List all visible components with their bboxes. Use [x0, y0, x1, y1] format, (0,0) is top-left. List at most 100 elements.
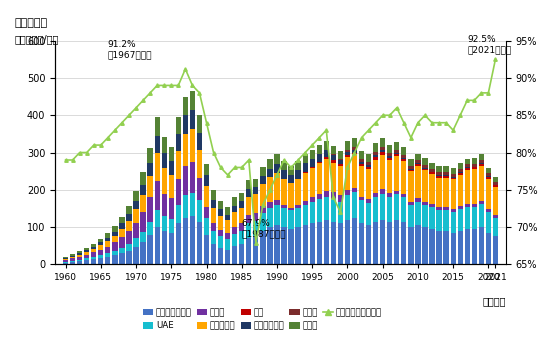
Bar	[175, 179, 181, 205]
Bar	[352, 150, 357, 153]
Bar	[366, 162, 371, 165]
Bar	[91, 259, 96, 264]
Bar	[225, 239, 230, 250]
Bar	[105, 246, 111, 253]
Bar	[387, 158, 392, 160]
Bar	[302, 163, 308, 172]
Bar	[422, 170, 427, 202]
Bar	[274, 154, 279, 164]
Bar	[63, 262, 68, 264]
Bar	[486, 209, 491, 212]
Bar	[394, 194, 399, 220]
Bar	[105, 233, 111, 238]
Bar	[373, 197, 378, 222]
Bar	[415, 202, 421, 225]
Text: （年度）: （年度）	[482, 296, 506, 306]
Bar	[443, 210, 449, 231]
Bar	[394, 153, 399, 155]
Bar	[119, 229, 125, 237]
Bar	[232, 234, 238, 246]
Bar	[486, 174, 491, 176]
Bar	[401, 222, 406, 264]
Bar	[225, 250, 230, 264]
Bar	[295, 227, 301, 264]
Bar	[352, 218, 357, 264]
Bar	[175, 223, 181, 264]
Bar	[302, 172, 308, 173]
Bar	[246, 223, 251, 238]
Bar	[387, 160, 392, 193]
Bar	[408, 202, 414, 205]
Bar	[204, 164, 209, 175]
Bar	[458, 206, 463, 209]
Bar	[295, 179, 301, 205]
Bar	[282, 227, 287, 264]
Bar	[394, 155, 399, 156]
Bar	[430, 229, 434, 264]
Bar	[387, 153, 392, 156]
Bar	[274, 225, 279, 264]
Bar	[169, 233, 174, 264]
Bar	[232, 246, 238, 264]
Bar	[175, 151, 181, 179]
Bar	[359, 197, 364, 200]
Bar	[211, 244, 216, 264]
Bar	[465, 204, 470, 206]
Bar	[486, 233, 491, 264]
Bar	[373, 152, 378, 155]
Bar	[183, 97, 188, 115]
Bar	[443, 207, 449, 210]
Bar	[373, 193, 378, 197]
Bar	[422, 165, 427, 168]
Bar	[105, 238, 111, 241]
Bar	[204, 235, 209, 264]
Bar	[352, 153, 357, 155]
Bar	[465, 159, 470, 164]
Bar	[112, 255, 118, 264]
Bar	[134, 238, 139, 246]
Text: 67.9%
（1987年度）: 67.9% （1987年度）	[242, 219, 286, 238]
Bar	[465, 229, 470, 264]
Bar	[380, 194, 386, 220]
Bar	[112, 236, 118, 242]
Bar	[91, 257, 96, 259]
Bar	[338, 166, 343, 195]
Bar	[239, 244, 244, 264]
Bar	[218, 230, 223, 237]
Text: 91.2%
（1967年度）: 91.2% （1967年度）	[108, 40, 152, 59]
Bar	[478, 166, 484, 201]
Bar	[204, 186, 209, 206]
Bar	[345, 155, 350, 157]
Bar	[380, 152, 386, 155]
Bar	[478, 164, 484, 165]
Text: 原油輸入量: 原油輸入量	[14, 18, 47, 28]
Bar	[450, 168, 456, 174]
Bar	[239, 208, 244, 223]
Bar	[267, 177, 273, 202]
Bar	[387, 197, 392, 222]
Bar	[317, 163, 322, 194]
Bar	[310, 168, 315, 197]
Bar	[126, 214, 131, 221]
Bar	[443, 172, 449, 175]
Bar	[380, 150, 386, 152]
Bar	[77, 257, 82, 260]
Bar	[472, 164, 477, 167]
Bar	[183, 134, 188, 165]
Bar	[408, 166, 414, 169]
Bar	[246, 197, 251, 215]
Bar	[458, 231, 463, 264]
Bar	[310, 202, 315, 223]
Bar	[458, 173, 463, 175]
Bar	[458, 175, 463, 206]
Bar	[126, 244, 131, 251]
Bar	[373, 157, 378, 160]
Bar	[317, 145, 322, 155]
Bar	[63, 257, 68, 258]
Bar	[394, 142, 399, 150]
Bar	[147, 176, 153, 197]
Bar	[387, 222, 392, 264]
Bar	[422, 202, 427, 205]
Bar	[134, 201, 139, 209]
Bar	[295, 171, 301, 179]
